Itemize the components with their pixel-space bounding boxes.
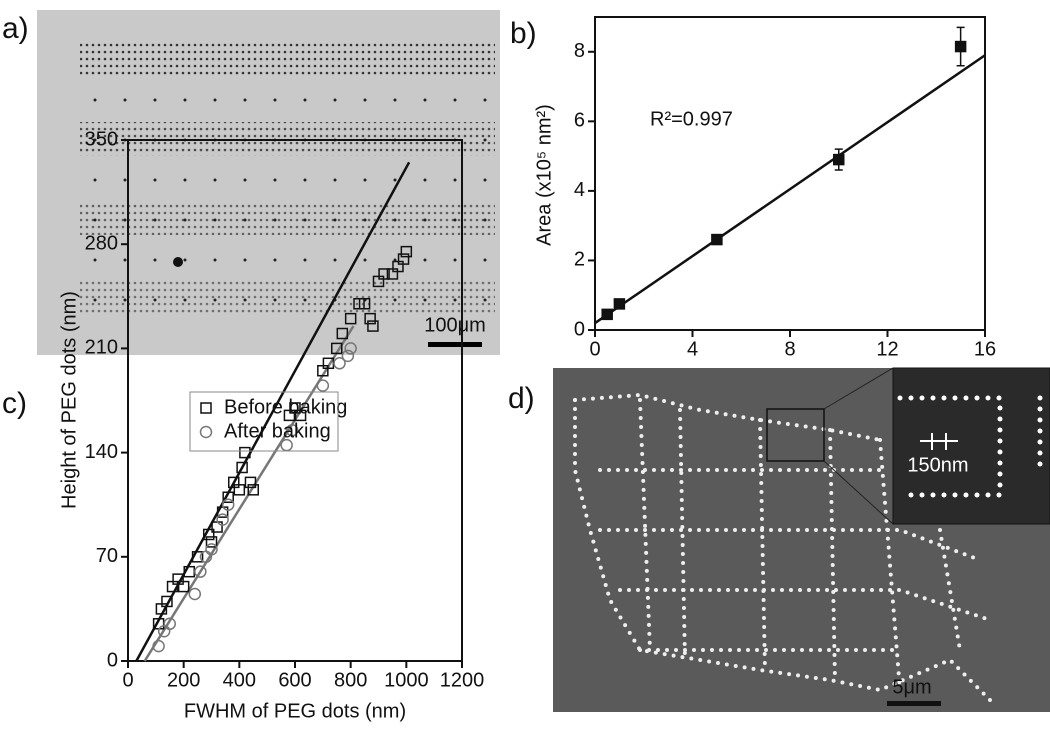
panel-label: a): [2, 12, 29, 45]
marker-dots: [70, 65, 500, 325]
point: [191, 551, 204, 563]
point: [205, 536, 218, 548]
x-tick-label: 8: [784, 338, 795, 360]
y-tick-label: 350: [85, 128, 118, 150]
scale-bar-label: 100μm: [424, 314, 486, 336]
y-tick-label: 280: [85, 232, 118, 254]
x-tick-label: 0: [122, 669, 133, 691]
panel-label: b): [510, 17, 537, 50]
point: [202, 528, 215, 541]
point: [364, 312, 376, 325]
legend-box: [189, 391, 339, 452]
zoom-box: [766, 408, 825, 462]
point: [205, 543, 218, 556]
inset: [892, 367, 1050, 525]
point: [177, 580, 190, 593]
point: [331, 342, 343, 355]
x-tick-label: 1200: [440, 669, 485, 691]
x-tick-label: 400: [223, 669, 256, 691]
inset-dots: [897, 395, 1043, 498]
y-tick-label: 0: [574, 318, 585, 340]
point: [152, 639, 165, 653]
x-tick-label: 200: [167, 669, 200, 691]
point: [194, 565, 207, 578]
point: [239, 446, 251, 459]
fit-line: [135, 161, 411, 662]
legend-marker: [200, 402, 212, 414]
x-tick-label: 4: [687, 338, 698, 360]
legend-label: Before baking: [224, 396, 347, 418]
y-tick-label: 8: [574, 40, 585, 62]
point: [294, 409, 307, 422]
point: [222, 491, 234, 504]
point: [247, 484, 259, 496]
point: [188, 587, 202, 601]
point: [378, 268, 390, 280]
point: [336, 327, 349, 340]
zoom-line: [823, 460, 894, 525]
y-tick-label: 210: [85, 337, 118, 359]
point: [236, 461, 248, 474]
point: [711, 233, 723, 246]
panel-a: 100μm a): [2, 10, 500, 355]
scale-bar: [428, 342, 482, 347]
point: [244, 476, 257, 489]
point: [233, 484, 246, 496]
x-tick-label: 800: [334, 669, 367, 691]
point: [601, 308, 613, 321]
inset-label: 150nm: [907, 454, 968, 476]
y-tick-label: 4: [574, 179, 585, 201]
legend-label: After baking: [224, 420, 331, 442]
point: [367, 320, 379, 332]
y-axis-label: Height of PEG dots (nm): [58, 291, 80, 509]
point: [341, 349, 355, 363]
fit-line: [594, 54, 986, 325]
x-tick-label: 0: [589, 338, 600, 360]
y-tick-label: 2: [574, 249, 585, 271]
point: [397, 253, 410, 265]
particle: [173, 257, 183, 267]
x-tick-label: 12: [876, 338, 898, 360]
panel-label: d): [508, 382, 535, 415]
point: [161, 595, 173, 608]
point: [833, 153, 845, 166]
scale-bar: [887, 701, 941, 706]
point: [613, 298, 626, 310]
y-tick-label: 6: [574, 110, 585, 132]
scale-bar-label: 5μm: [892, 676, 931, 698]
x-tick-label: 16: [974, 338, 996, 360]
y-tick-label: 70: [96, 545, 118, 567]
point: [344, 342, 357, 355]
panel-d: 150nm 5μm d): [508, 367, 1050, 712]
point: [163, 617, 176, 631]
x-tick-label: 600: [278, 669, 311, 691]
y-axis-label: Area (x10⁵ nm²): [533, 104, 555, 246]
y-tick-label: 0: [107, 649, 118, 671]
annotation: R²=0.997: [650, 108, 733, 130]
point: [216, 513, 229, 526]
point: [316, 379, 330, 392]
point: [358, 297, 371, 310]
dot-lines: [573, 392, 992, 702]
point: [333, 357, 346, 370]
point: [400, 245, 413, 258]
inset-marker: [920, 433, 958, 450]
panel-label: c): [2, 387, 27, 420]
legend-marker: [199, 425, 213, 439]
x-tick-label: 1000: [384, 669, 429, 691]
point: [954, 40, 967, 53]
point: [221, 498, 235, 511]
point: [285, 424, 299, 437]
y-tick-label: 140: [85, 441, 118, 463]
x-axis-label: FWHM of PEG dots (nm): [184, 700, 406, 722]
zoom-line: [823, 367, 894, 410]
point: [344, 312, 357, 325]
